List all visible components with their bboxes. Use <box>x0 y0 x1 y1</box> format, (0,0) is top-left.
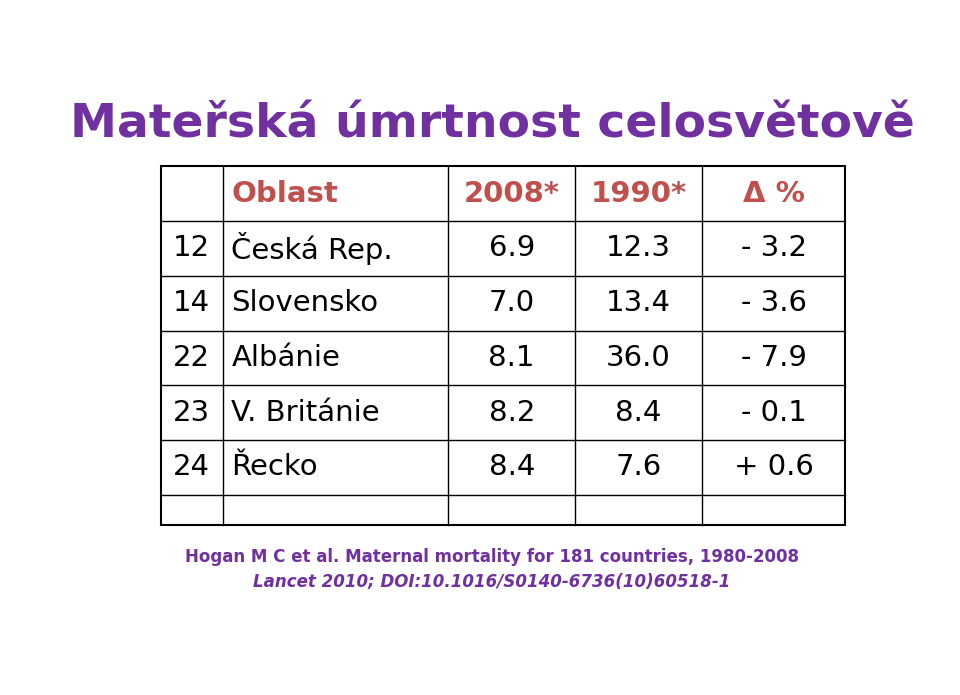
Text: 8.4: 8.4 <box>615 399 661 427</box>
Text: Hogan M C et al. Maternal mortality for 181 countries, 1980-2008: Hogan M C et al. Maternal mortality for … <box>185 548 799 566</box>
Text: - 0.1: - 0.1 <box>740 399 806 427</box>
Text: 23: 23 <box>173 399 210 427</box>
Text: 7.6: 7.6 <box>615 453 661 482</box>
Text: 22: 22 <box>173 344 210 372</box>
Text: 12.3: 12.3 <box>606 234 671 263</box>
Text: Lancet 2010; DOI:10.1016/S0140-6736(10)60518-1: Lancet 2010; DOI:10.1016/S0140-6736(10)6… <box>253 573 731 591</box>
Text: Albánie: Albánie <box>231 344 341 372</box>
Text: Slovensko: Slovensko <box>231 289 378 317</box>
Text: Mateřská úmrtnost celosvětově: Mateřská úmrtnost celosvětově <box>70 102 914 147</box>
Text: 1990*: 1990* <box>590 180 686 208</box>
Text: 7.0: 7.0 <box>489 289 535 317</box>
Text: 8.4: 8.4 <box>489 453 535 482</box>
Text: - 3.6: - 3.6 <box>740 289 806 317</box>
Text: 6.9: 6.9 <box>489 234 535 263</box>
Text: V. Británie: V. Británie <box>231 399 380 427</box>
Text: Δ %: Δ % <box>743 180 804 208</box>
Text: 14: 14 <box>173 289 210 317</box>
Text: 8.2: 8.2 <box>489 399 535 427</box>
Text: - 7.9: - 7.9 <box>740 344 806 372</box>
Text: Česká Rep.: Česká Rep. <box>231 232 393 265</box>
Text: 8.1: 8.1 <box>489 344 535 372</box>
Text: 2008*: 2008* <box>464 180 560 208</box>
Text: Řecko: Řecko <box>231 453 318 482</box>
Text: 36.0: 36.0 <box>606 344 671 372</box>
Text: 12: 12 <box>173 234 210 263</box>
Text: Oblast: Oblast <box>231 180 338 208</box>
Text: 24: 24 <box>173 453 210 482</box>
Text: - 3.2: - 3.2 <box>740 234 806 263</box>
Text: + 0.6: + 0.6 <box>733 453 813 482</box>
Text: 13.4: 13.4 <box>606 289 671 317</box>
